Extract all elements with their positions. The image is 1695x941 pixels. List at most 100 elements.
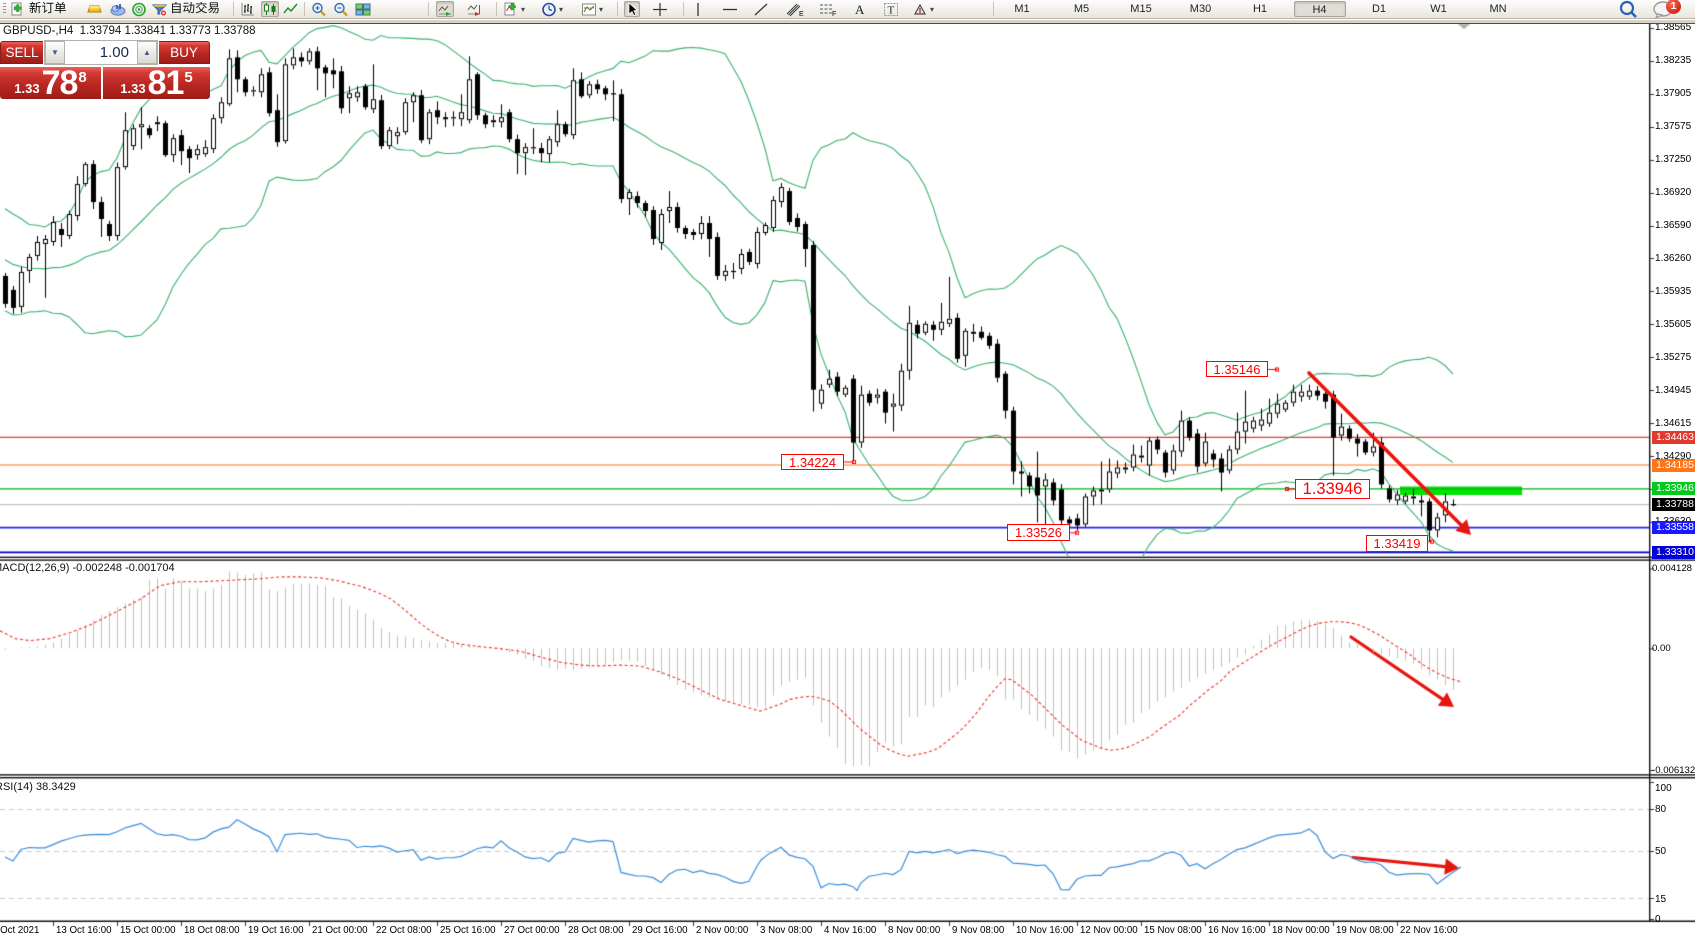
- timeframe-button-m30[interactable]: M30: [1189, 3, 1212, 15]
- fibonacci-tool-icon[interactable]: F: [819, 1, 837, 17]
- chart-shift-icon[interactable]: [466, 1, 482, 17]
- new-order-icon[interactable]: [10, 1, 26, 17]
- timeframe-button-mn[interactable]: MN: [1489, 3, 1507, 15]
- svg-text:F: F: [832, 11, 836, 17]
- crosshair-tool-icon[interactable]: [652, 1, 668, 17]
- volume-increase-button[interactable]: ▲: [137, 41, 157, 64]
- buy-button[interactable]: BUY: [159, 41, 210, 64]
- macd-indicator-label: MACD(12,26,9) -0.002248 -0.001704: [0, 562, 175, 574]
- market-watch-cloud-icon[interactable]: [109, 1, 127, 17]
- price-axis-label: 1.35935: [1655, 285, 1692, 297]
- chart-symbol-title: GBPUSD-,H4 1.33794 1.33841 1.33773 1.337…: [3, 25, 256, 37]
- time-axis-label: 12 Nov 00:00: [1080, 924, 1138, 936]
- chart-window-top-border: [0, 22, 1695, 24]
- notifications-icon[interactable]: 1: [1652, 0, 1681, 19]
- sell-price-display[interactable]: 1.33 78 8: [0, 64, 101, 102]
- auto-trading-icon[interactable]: [151, 1, 168, 17]
- trendline-tool-icon[interactable]: [753, 1, 769, 17]
- timeframe-button-d1[interactable]: D1: [1371, 3, 1387, 15]
- price-annotation-label[interactable]: 1.33946: [1295, 479, 1370, 499]
- price-axis-label: 1.38235: [1655, 55, 1692, 67]
- sell-button[interactable]: SELL: [0, 41, 43, 64]
- bar-chart-mode-icon[interactable]: [240, 1, 256, 17]
- time-axis-label: 18 Nov 00:00: [1272, 924, 1330, 936]
- text-label-tool-icon[interactable]: T: [883, 1, 899, 17]
- macd-axis-label: 0.004128: [1652, 563, 1693, 574]
- tile-windows-icon[interactable]: [355, 1, 371, 17]
- price-axis-label: 1.34290: [1655, 450, 1692, 462]
- toolbar-separator: [617, 2, 618, 16]
- time-axis-label: 10 Nov 16:00: [1016, 924, 1074, 936]
- candlestick-mode-icon[interactable]: [261, 1, 279, 17]
- macd-axis-label: 0.00: [1652, 642, 1671, 654]
- zoom-in-icon[interactable]: [311, 1, 327, 17]
- dropdown-arrow-icon[interactable]: ▾: [521, 4, 526, 14]
- time-axis-label: 28 Oct 08:00: [568, 924, 624, 936]
- time-axis-label: 3 Nov 08:00: [760, 924, 813, 936]
- svg-text:E: E: [799, 11, 804, 17]
- price-axis-label: 1.34615: [1655, 417, 1692, 429]
- time-axis-label: 15 Nov 08:00: [1144, 924, 1202, 936]
- search-icon[interactable]: [1618, 0, 1638, 18]
- volume-spinner: ▼ 1.00 ▲: [44, 40, 158, 65]
- text-tool-icon[interactable]: A: [853, 1, 867, 17]
- dropdown-arrow-icon[interactable]: ▾: [559, 4, 564, 14]
- toolbar-separator: [304, 2, 305, 16]
- rsi-axis-label: 0: [1655, 914, 1661, 925]
- toolbar-separator: [233, 2, 234, 16]
- price-axis-label: 1.34945: [1655, 384, 1692, 396]
- dropdown-arrow-icon[interactable]: ▾: [930, 4, 935, 14]
- timeframe-button-h1[interactable]: H1: [1252, 3, 1268, 15]
- toolbar-separator: [993, 2, 994, 16]
- new-order-label[interactable]: [29, 1, 67, 17]
- price-axis-label: 1.36260: [1655, 252, 1692, 264]
- time-axis-label: 22 Oct 08:00: [376, 924, 432, 936]
- toolbar-separator: [496, 2, 497, 16]
- timeframe-button-w1[interactable]: W1: [1430, 3, 1447, 15]
- channel-tool-icon[interactable]: E: [786, 1, 804, 17]
- time-axis-label: 15 Oct 00:00: [120, 924, 176, 936]
- time-axis-label: 21 Oct 00:00: [312, 924, 368, 936]
- rsi-axis-label: 15: [1655, 893, 1667, 905]
- indicators-list-icon[interactable]: ▾: [503, 1, 525, 17]
- price-axis-label: 1.36920: [1655, 187, 1692, 199]
- gold-chart-icon[interactable]: [86, 1, 103, 17]
- timeframe-button-m15[interactable]: M15: [1130, 3, 1152, 15]
- timeframe-button-h4[interactable]: H4: [1293, 1, 1346, 17]
- auto-trading-label[interactable]: [170, 1, 220, 17]
- timeframe-button-m5[interactable]: M5: [1073, 3, 1090, 15]
- volume-input[interactable]: 1.00: [99, 44, 129, 61]
- time-axis-label: 25 Oct 16:00: [440, 924, 496, 936]
- auto-scroll-icon[interactable]: [436, 1, 454, 17]
- price-annotation-label[interactable]: 1.33419: [1366, 534, 1428, 552]
- one-click-trading-panel: SELL ▼ 1.00 ▲ BUY 1.33 78 8 1.33 81 5: [0, 40, 210, 102]
- dropdown-arrow-icon[interactable]: ▾: [599, 4, 604, 14]
- line-chart-mode-icon[interactable]: [283, 1, 299, 17]
- price-annotation-label[interactable]: 1.35146: [1206, 361, 1268, 377]
- time-axis-label: 2 Nov 00:00: [696, 924, 749, 936]
- time-axis-label: 8 Oct 2021: [0, 924, 40, 936]
- templates-icon[interactable]: ▾: [581, 1, 603, 17]
- cursor-tool-icon[interactable]: [624, 1, 640, 17]
- periods-icon[interactable]: ▾: [541, 1, 563, 17]
- time-axis-label: 18 Oct 08:00: [184, 924, 240, 936]
- volume-decrease-button[interactable]: ▼: [45, 41, 65, 64]
- price-axis-label: 1.36590: [1655, 220, 1692, 231]
- notification-badge: 1: [1666, 0, 1681, 14]
- vertical-line-tool-icon[interactable]: [692, 1, 704, 17]
- buy-price-display[interactable]: 1.33 81 5: [103, 64, 210, 102]
- price-annotation-label[interactable]: 1.34224: [781, 454, 844, 470]
- sell-price-prefix: 1.33: [14, 80, 40, 96]
- timeframe-button-m1[interactable]: M1: [1014, 3, 1030, 15]
- price-axis-label: 1.37250: [1655, 154, 1692, 166]
- buy-price-pip: 5: [184, 68, 193, 86]
- arrows-tool-icon[interactable]: ▾: [912, 1, 934, 17]
- zoom-out-icon[interactable]: [333, 1, 349, 17]
- price-badge: 1.34463: [1652, 430, 1695, 444]
- horizontal-line-tool-icon[interactable]: [722, 1, 738, 17]
- time-axis-label: 29 Oct 16:00: [632, 924, 688, 936]
- price-annotation-label[interactable]: 1.33526: [1007, 524, 1070, 541]
- toolbar-grip[interactable]: [3, 3, 6, 15]
- signals-icon[interactable]: [131, 1, 147, 17]
